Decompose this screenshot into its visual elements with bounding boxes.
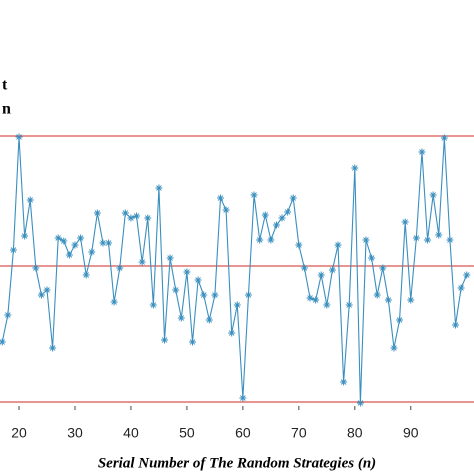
data-point [351, 164, 359, 172]
data-point [116, 264, 124, 272]
data-point [362, 236, 370, 244]
x-tick-label: 60 [235, 425, 251, 441]
data-point [149, 301, 157, 309]
data-point [49, 344, 57, 352]
data-point [452, 321, 460, 329]
x-axis-label: Serial Number of The Random Strategies (… [98, 455, 376, 471]
x-tick-label: 50 [179, 425, 195, 441]
data-point [177, 314, 185, 322]
data-point [189, 338, 197, 346]
data-point [345, 301, 353, 309]
data-point [110, 298, 118, 306]
data-point [26, 196, 34, 204]
data-point [172, 286, 180, 294]
data-point [267, 236, 275, 244]
data-point [93, 209, 101, 217]
data-point [233, 301, 241, 309]
x-tick-label: 70 [291, 425, 307, 441]
data-point [166, 254, 174, 262]
data-point [77, 234, 85, 242]
data-point [390, 344, 398, 352]
data-point [133, 212, 141, 220]
data-point [446, 236, 454, 244]
data-point [373, 291, 381, 299]
x-tick-label: 30 [67, 425, 83, 441]
data-point [407, 296, 415, 304]
data-point [71, 241, 79, 249]
data-point [155, 184, 163, 192]
data-point [429, 191, 437, 199]
data-point [424, 236, 432, 244]
data-point [289, 194, 297, 202]
data-point [0, 338, 6, 346]
data-point [121, 209, 129, 217]
data-point [244, 291, 252, 299]
data-point [43, 286, 51, 294]
data-point [328, 266, 336, 274]
data-point [418, 148, 426, 156]
data-point [317, 271, 325, 279]
data-point [396, 316, 404, 324]
data-point [161, 336, 169, 344]
data-point [284, 208, 292, 216]
data-point [356, 399, 364, 407]
annotation: n [2, 101, 11, 118]
data-point [256, 236, 264, 244]
x-tick-label: 90 [403, 425, 419, 441]
data-point [216, 194, 224, 202]
data-point [412, 234, 420, 242]
data-point [463, 271, 471, 279]
data-point [222, 206, 230, 214]
data-point [60, 237, 68, 245]
data-point [82, 271, 90, 279]
data-point [127, 214, 135, 222]
data-point [340, 378, 348, 386]
data-point [211, 291, 219, 299]
data-point [144, 214, 152, 222]
data-point [306, 294, 314, 302]
data-point [323, 301, 331, 309]
data-point [37, 291, 45, 299]
x-tick-label: 20 [11, 425, 27, 441]
data-line [1, 136, 468, 404]
data-point [261, 211, 269, 219]
data-point [99, 239, 107, 247]
data-point [205, 316, 213, 324]
data-point [379, 264, 387, 272]
data-point [300, 264, 308, 272]
data-point [384, 296, 392, 304]
data-point [334, 241, 342, 249]
x-tick-label: 80 [347, 425, 363, 441]
data-point [88, 248, 96, 256]
data-point [21, 232, 29, 240]
data-point [194, 276, 202, 284]
data-point [440, 134, 448, 142]
data-point [368, 254, 376, 262]
data-point [250, 191, 258, 199]
data-point [32, 264, 40, 272]
annotation: t [2, 77, 8, 94]
data-point [138, 258, 146, 266]
data-point [228, 329, 236, 337]
data-point [239, 394, 247, 402]
data-point [457, 284, 465, 292]
data-point [15, 133, 23, 141]
data-point [4, 311, 12, 319]
data-point [272, 221, 280, 229]
data-point [183, 268, 191, 276]
data-point [401, 218, 409, 226]
x-tick-label: 40 [123, 425, 139, 441]
data-point [105, 239, 113, 247]
data-point [295, 241, 303, 249]
data-point [65, 251, 73, 259]
data-point [435, 231, 443, 239]
data-point [278, 214, 286, 222]
data-point [9, 246, 17, 254]
data-point [312, 296, 320, 304]
data-point [200, 291, 208, 299]
data-point [54, 234, 62, 242]
